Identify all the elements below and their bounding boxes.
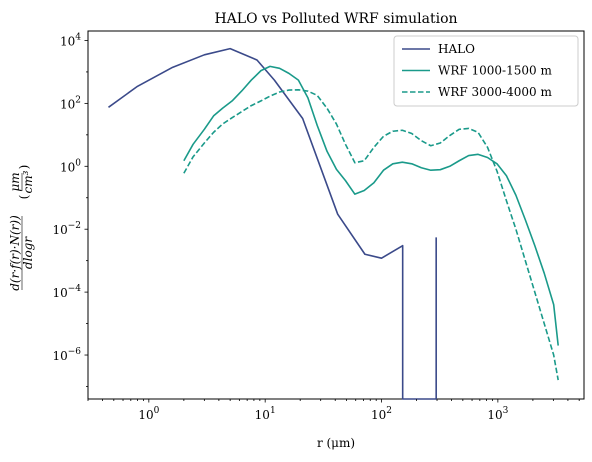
y-tick-label-2: 10−2 <box>52 221 81 237</box>
series-layer <box>108 47 559 400</box>
series-line-2 <box>183 89 559 381</box>
y-label-denominator: dlogr <box>21 236 35 269</box>
x-tick-label-2: 102 <box>371 406 392 422</box>
x-axis-label: r (μm) <box>317 436 355 450</box>
legend-box <box>393 35 579 107</box>
y-tick-label-0: 10−6 <box>52 347 81 363</box>
y-axis-label-group: d(r·f(r)·N(r)) dlogr ( μm cm³) <box>8 165 35 291</box>
y-label-unit-denominator: cm³ <box>21 170 35 193</box>
tick-labels: 100 101 102 103 10−6 10−4 10−2 100 102 104 <box>52 32 508 422</box>
series-line-0 <box>108 47 437 400</box>
plot-frame <box>87 30 585 400</box>
y-tick-label-3: 100 <box>60 158 81 174</box>
chart-title: HALO vs Polluted WRF simulation <box>214 11 457 27</box>
legend-label-1: WRF 1000-1500 m <box>438 64 552 78</box>
x-tick-label-1: 101 <box>255 406 276 422</box>
y-label-unit-numerator: μm <box>8 172 22 191</box>
y-label-paren-open: ( <box>17 195 31 200</box>
y-label-numerator: d(r·f(r)·N(r)) <box>8 215 22 291</box>
ticks-layer <box>84 40 580 403</box>
legend: HALO WRF 1000-1500 m WRF 3000-4000 m <box>393 35 579 107</box>
series-line-1 <box>183 65 559 346</box>
y-axis-label: d(r·f(r)·N(r)) dlogr ( μm cm³) <box>8 165 35 291</box>
y-tick-label-1: 10−4 <box>52 284 81 300</box>
legend-label-0: HALO <box>438 42 475 56</box>
x-tick-label-3: 103 <box>487 406 508 422</box>
legend-label-2: WRF 3000-4000 m <box>438 85 552 99</box>
y-tick-label-4: 102 <box>60 95 81 111</box>
x-tick-label-0: 100 <box>138 406 159 422</box>
y-tick-label-5: 104 <box>60 32 81 48</box>
y-label-paren-close: ) <box>17 165 31 170</box>
